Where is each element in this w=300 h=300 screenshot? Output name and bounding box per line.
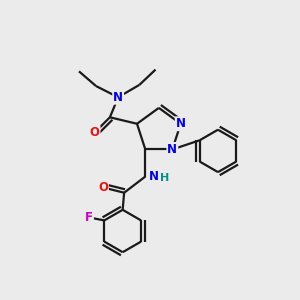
Text: N: N — [167, 143, 177, 156]
Text: O: O — [98, 181, 108, 194]
Text: F: F — [85, 211, 93, 224]
Text: N: N — [176, 117, 186, 130]
Text: H: H — [160, 173, 169, 183]
Text: O: O — [90, 126, 100, 139]
Text: N: N — [113, 91, 123, 104]
Text: N: N — [148, 170, 159, 183]
